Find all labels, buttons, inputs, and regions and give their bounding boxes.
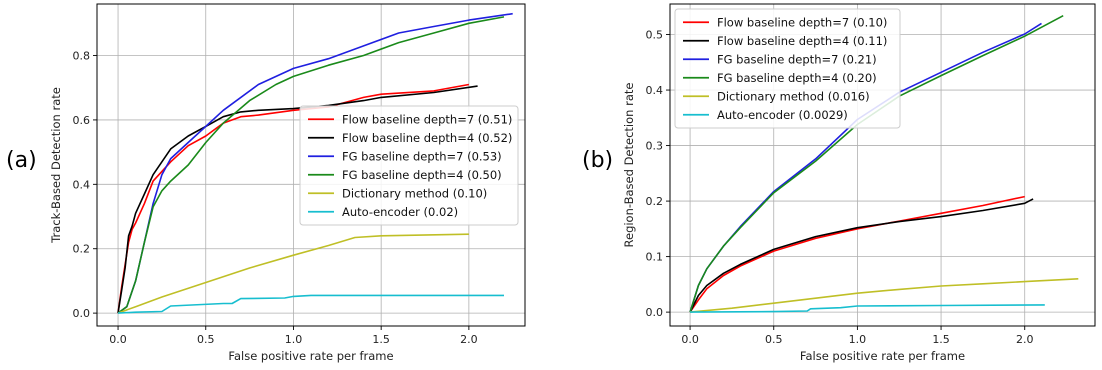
chart-b-series-line-4 <box>689 14 1064 313</box>
chart-a-series-line-5 <box>117 233 469 314</box>
chart-b-y-tick-label: 0.0 <box>646 306 664 319</box>
chart-b-legend-label-4: FG baseline depth=4 (0.20) <box>717 71 877 85</box>
chart-a-legend-label-2: Flow baseline depth=4 (0.52) <box>342 131 512 145</box>
chart-a-legend-label-3: FG baseline depth=7 (0.53) <box>342 149 502 163</box>
chart-b-legend-box <box>674 8 901 129</box>
chart-a-legend-label-4: FG baseline depth=4 (0.50) <box>342 168 502 182</box>
chart-b-x-tick-label: 0.5 <box>765 333 783 346</box>
chart-b-series-line-2 <box>689 198 1034 313</box>
chart-b-legend-label-3: FG baseline depth=7 (0.21) <box>717 52 877 66</box>
chart-b-legend-label-2: Flow baseline depth=4 (0.11) <box>717 34 887 48</box>
chart-a-y-axis-label: Track-Based Detection rate <box>49 87 63 244</box>
chart-b-y-tick-label: 0.2 <box>646 195 664 208</box>
chart-b-y-tick-label: 0.5 <box>646 29 664 42</box>
chart-a-series-line-2 <box>117 85 478 314</box>
chart-a-legend-label-6: Auto-encoder (0.02) <box>342 205 458 219</box>
chart-b: 0.0 0.5 1.0 1.5 2.0 0.0 0.1 0.2 0.3 0.4 0.5 False p… <box>622 3 1096 363</box>
chart-b-series-line-5 <box>690 278 1079 313</box>
chart-b-legend: Flow baseline depth=7 (0.10) Flow baselin… <box>674 8 901 129</box>
chart-a-legend: Flow baseline depth=7 (0.51) Flow baselin… <box>299 105 519 226</box>
chart-a-x-tick-label: 0.5 <box>197 333 215 346</box>
chart-b-x-axis-label: False positive rate per frame <box>800 349 965 363</box>
chart-b-legend-label-5: Dictionary method (0.016) <box>717 89 870 103</box>
chart-a-legend-label-5: Dictionary method (0.10) <box>342 186 487 200</box>
chart-a-series-line-4 <box>117 16 505 314</box>
chart-a-x-axis-label: False positive rate per frame <box>228 349 393 363</box>
panel-b-letter: (b) <box>582 148 614 173</box>
chart-b-y-tick-label: 0.1 <box>646 251 664 264</box>
chart-b-legend-label-1: Flow baseline depth=7 (0.10) <box>717 15 887 29</box>
chart-a: 0.0 0.5 1.0 1.5 2.0 0.0 0.2 0.4 0.6 0.8 False posi… <box>49 3 526 363</box>
chart-a-y-tick-label: 0.0 <box>73 307 91 320</box>
chart-b-legend-label-6: Auto-encoder (0.0029) <box>717 108 848 122</box>
chart-a-y-tick-label: 0.4 <box>73 178 91 191</box>
chart-a-x-tick-label: 1.5 <box>372 333 390 346</box>
chart-a-y-tick-label: 0.6 <box>73 114 91 127</box>
chart-a-series-line-6 <box>117 294 504 314</box>
chart-b-x-tick-label: 1.5 <box>932 333 950 346</box>
chart-b-axes-frame <box>669 3 1096 327</box>
chart-b-y-axis-label: Region-Based Detection rate <box>622 83 636 248</box>
chart-b-series-line-1 <box>689 195 1025 313</box>
chart-a-x-tick-label: 1.0 <box>285 333 303 346</box>
chart-a-y-tick-label: 0.8 <box>73 50 91 63</box>
chart-b-y-tick-label: 0.3 <box>646 140 664 153</box>
chart-a-axes-frame <box>96 3 526 327</box>
panel-a-letter: (a) <box>6 148 37 173</box>
chart-b-series-line-6 <box>690 304 1045 313</box>
chart-a-x-tick-label: 2.0 <box>460 333 478 346</box>
chart-a-x-tick-label: 0.0 <box>109 333 127 346</box>
chart-b-x-tick-label: 2.0 <box>1016 333 1034 346</box>
chart-b-x-tick-label: 1.0 <box>849 333 867 346</box>
chart-a-y-tick-label: 0.2 <box>73 243 91 256</box>
chart-b-x-tick-label: 0.0 <box>681 333 699 346</box>
chart-a-legend-box <box>299 105 519 226</box>
chart-a-series-line-1 <box>117 83 470 314</box>
chart-a-legend-label-1: Flow baseline depth=7 (0.51) <box>342 112 512 126</box>
chart-b-y-tick-label: 0.4 <box>646 84 664 97</box>
